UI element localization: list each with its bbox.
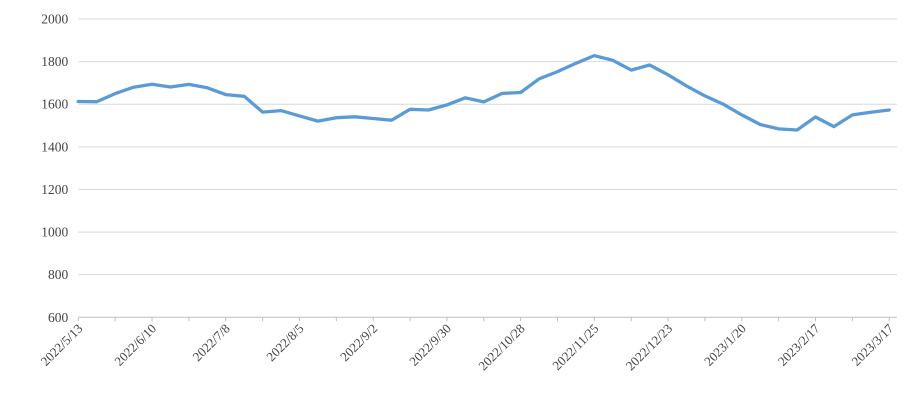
- y-tick-label: 600: [48, 310, 69, 325]
- y-tick-label: 1000: [41, 225, 68, 240]
- x-tick-label: 2022/6/10: [111, 321, 159, 369]
- x-tick-label: 2023/2/17: [775, 320, 823, 368]
- x-tick-label: 2022/8/5: [263, 321, 306, 364]
- x-tick-label: 2022/11/25: [549, 321, 601, 373]
- x-tick-label: 2023/1/20: [701, 321, 749, 369]
- y-tick-label: 1200: [41, 182, 68, 197]
- x-tick-label: 2022/9/2: [337, 321, 380, 364]
- y-tick-label: 1400: [41, 139, 68, 154]
- x-tick-label: 2022/5/13: [38, 321, 86, 369]
- x-tick-label: 2022/7/8: [190, 321, 233, 364]
- series-line: [76, 53, 891, 132]
- x-tick-label: 2022/9/30: [406, 321, 454, 369]
- y-tick-label: 2000: [41, 12, 68, 27]
- x-tick-label: 2022/10/28: [475, 321, 527, 373]
- y-tick-label: 1600: [41, 97, 68, 112]
- x-tick-label: 2022/12/23: [623, 321, 675, 373]
- y-tick-label: 800: [48, 267, 69, 282]
- x-tick-label: 2023/3/17: [848, 320, 896, 368]
- y-tick-label: 1800: [41, 54, 68, 69]
